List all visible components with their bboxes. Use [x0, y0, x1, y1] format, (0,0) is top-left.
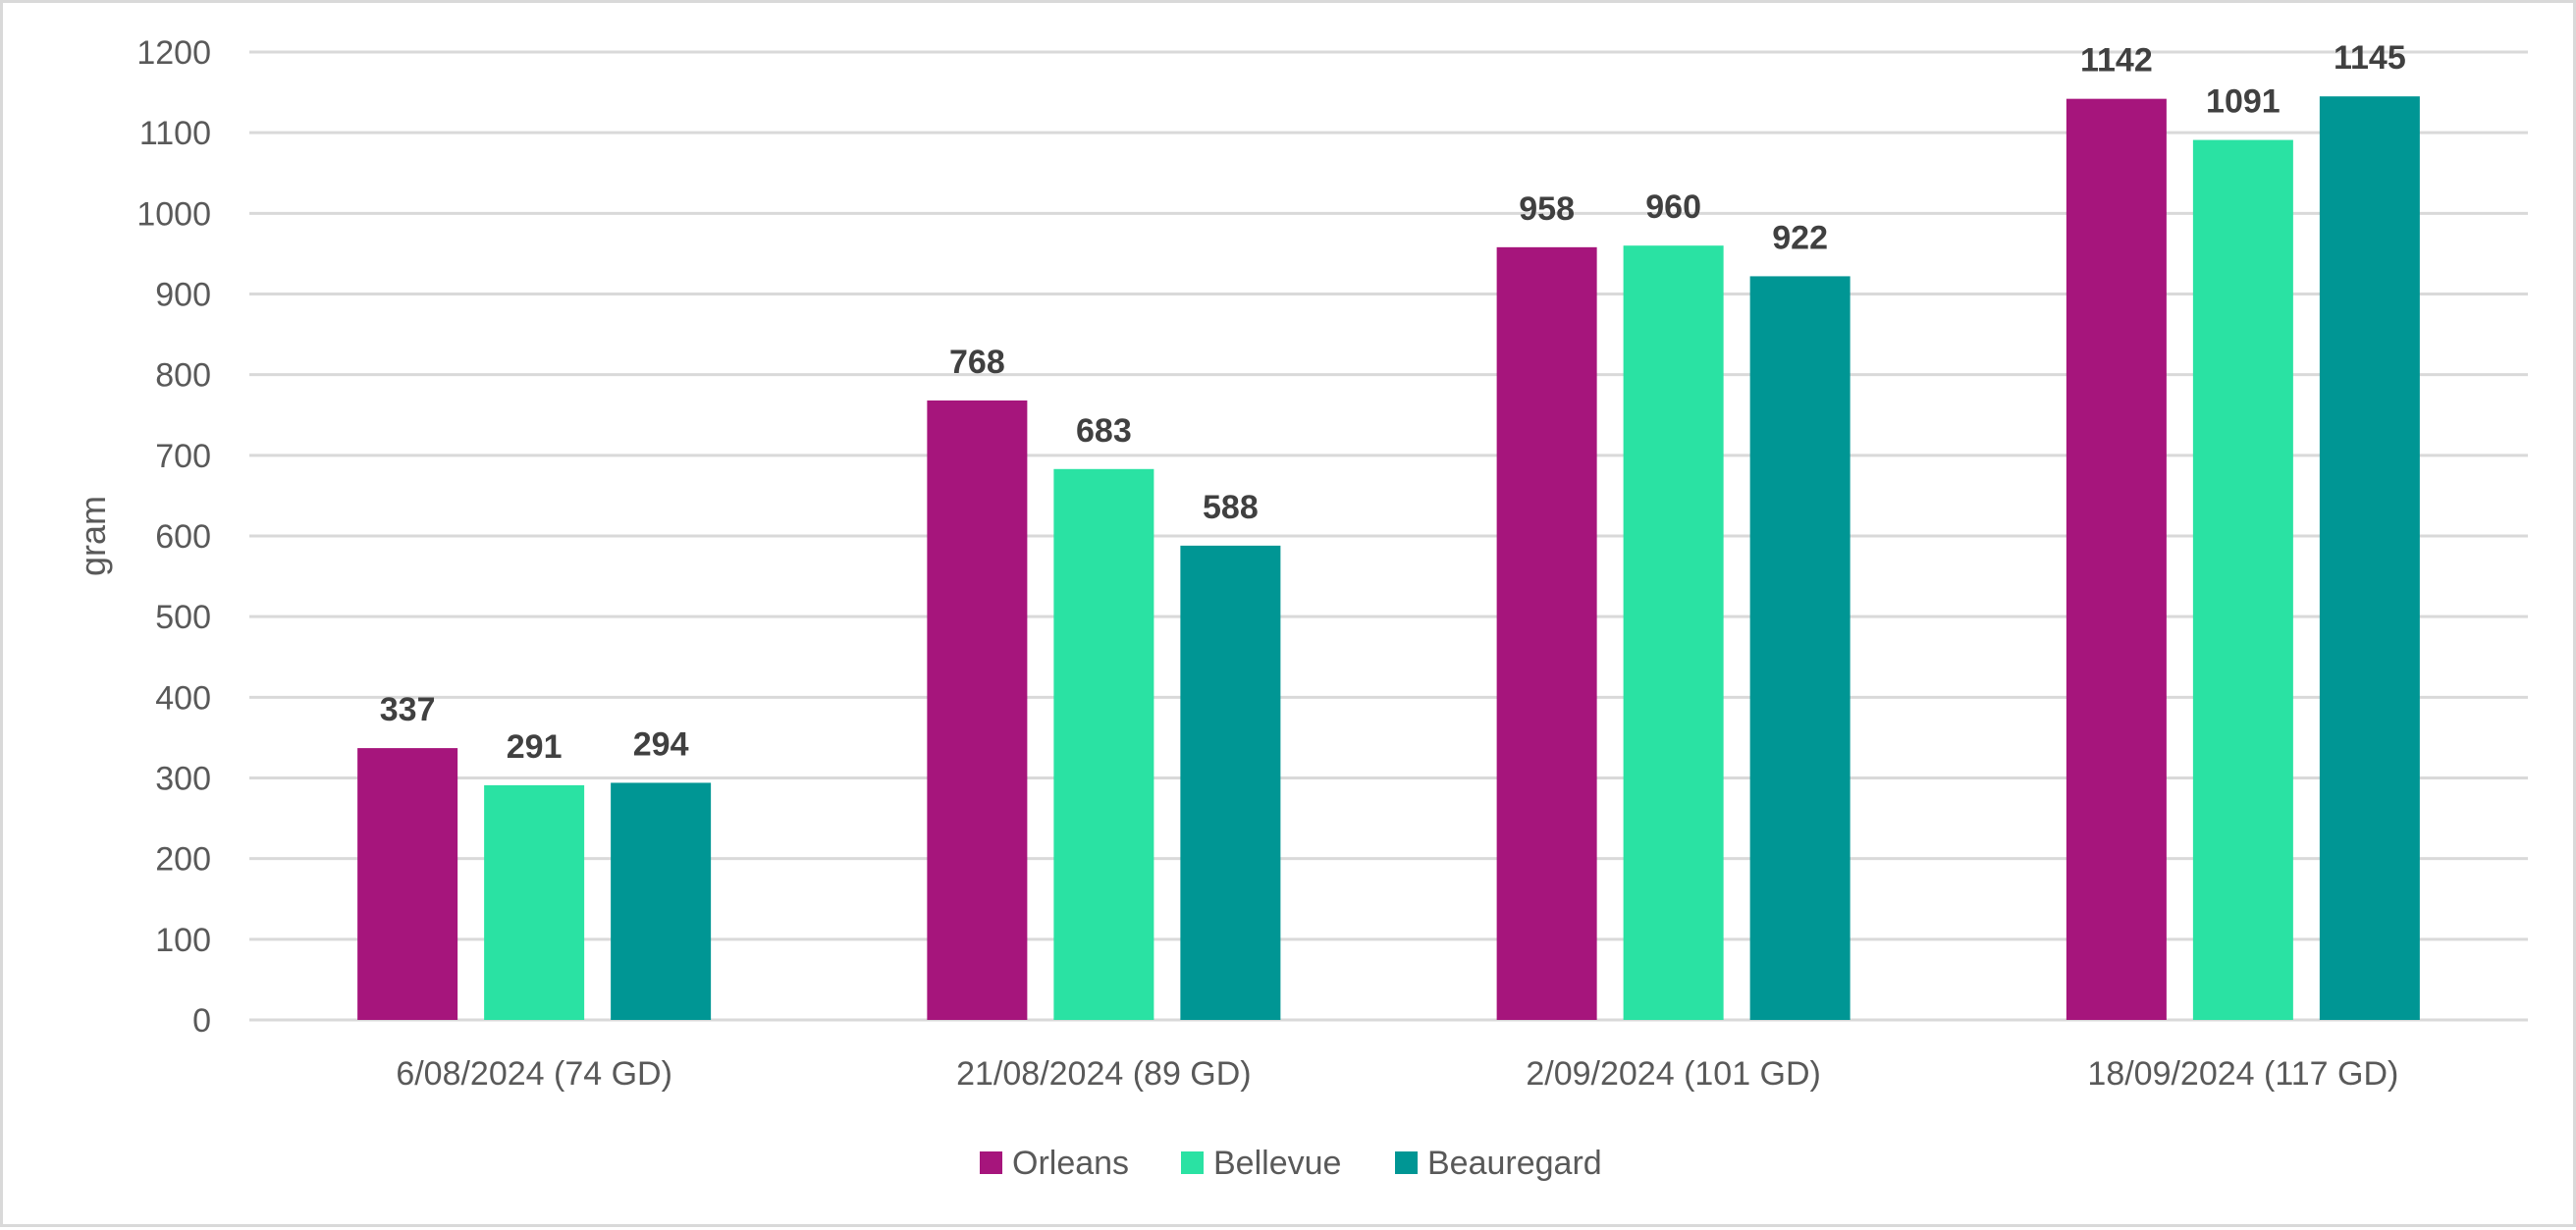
x-tick-label: 6/08/2024 (74 GD) [396, 1055, 672, 1093]
y-tick-label: 600 [155, 518, 211, 556]
bar-bellevue [484, 784, 585, 1020]
gridlines [249, 50, 2528, 1022]
data-labels: 337 291 294 768 683 588 958 960 922 1142 1091 1145 [380, 39, 2406, 766]
y-tick-label: 900 [155, 277, 211, 314]
y-tick-label: 700 [155, 438, 211, 475]
x-tick-label: 18/09/2024 (117 GD) [2087, 1055, 2398, 1093]
legend-label: Orleans [1012, 1145, 1129, 1182]
y-tick-label: 200 [155, 841, 211, 879]
bar-beauregard [2319, 96, 2420, 1021]
data-label: 294 [633, 725, 689, 763]
data-label: 291 [507, 728, 563, 766]
data-label: 1142 [2080, 42, 2153, 80]
legend-swatch [980, 1151, 1002, 1174]
x-axis-ticks: 6/08/2024 (74 GD) 21/08/2024 (89 GD) 2/09/… [396, 1055, 2398, 1093]
bar-beauregard [611, 782, 712, 1020]
bars [357, 96, 2420, 1021]
legend-label: Bellevue [1213, 1145, 1341, 1182]
y-tick-label: 1200 [136, 34, 211, 72]
bar-orleans [927, 400, 1028, 1021]
y-tick-label: 1100 [139, 115, 211, 152]
bar-beauregard [1749, 276, 1851, 1020]
bar-orleans [1496, 246, 1597, 1021]
data-label: 922 [1772, 219, 1828, 256]
data-label: 1091 [2206, 83, 2281, 121]
y-tick-label: 300 [155, 761, 211, 798]
bar-orleans [2066, 98, 2167, 1020]
bar-chart: 0 100 200 300 400 500 600 700 800 900 1000 1100 1200… [73, 34, 2528, 1182]
legend-swatch [1181, 1151, 1204, 1174]
y-tick-label: 500 [155, 599, 211, 636]
data-label: 337 [380, 691, 436, 728]
bar-beauregard [1180, 545, 1281, 1020]
y-tick-label: 100 [155, 922, 211, 959]
legend: Orleans Bellevue Beauregard [980, 1145, 1602, 1182]
y-tick-label: 800 [155, 357, 211, 395]
y-axis-ticks: 0 100 200 300 400 500 600 700 800 900 1000 1100 1200 [136, 34, 211, 1040]
y-tick-label: 0 [192, 1002, 211, 1040]
y-tick-label: 1000 [136, 195, 211, 233]
bar-orleans [357, 748, 458, 1020]
data-label: 588 [1203, 489, 1259, 526]
data-label: 958 [1519, 190, 1575, 228]
y-axis-title: gram [73, 496, 113, 576]
legend-item-orleans[interactable]: Orleans [980, 1145, 1129, 1182]
x-tick-label: 21/08/2024 (89 GD) [956, 1055, 1252, 1093]
bar-bellevue [1053, 468, 1154, 1021]
x-tick-label: 2/09/2024 (101 GD) [1526, 1055, 1821, 1093]
data-label: 768 [949, 344, 1005, 381]
y-tick-label: 400 [155, 679, 211, 717]
bar-bellevue [1623, 245, 1724, 1020]
data-label: 683 [1076, 412, 1132, 450]
data-label: 1145 [2334, 39, 2406, 77]
legend-label: Beauregard [1427, 1145, 1602, 1182]
data-label: 960 [1645, 188, 1701, 226]
bar-bellevue [2192, 139, 2293, 1021]
legend-item-bellevue[interactable]: Bellevue [1181, 1145, 1341, 1182]
legend-item-beauregard[interactable]: Beauregard [1395, 1145, 1602, 1182]
legend-swatch [1395, 1151, 1418, 1174]
